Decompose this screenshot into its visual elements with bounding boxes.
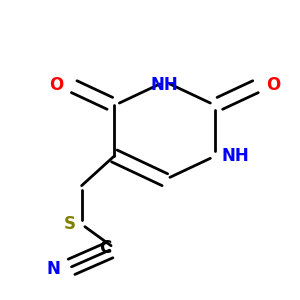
Text: N: N xyxy=(47,260,61,278)
Text: S: S xyxy=(64,215,76,233)
Text: NH: NH xyxy=(221,147,249,165)
Text: NH: NH xyxy=(151,76,179,94)
Text: C: C xyxy=(99,239,111,257)
Text: O: O xyxy=(266,76,280,94)
Text: O: O xyxy=(50,76,64,94)
